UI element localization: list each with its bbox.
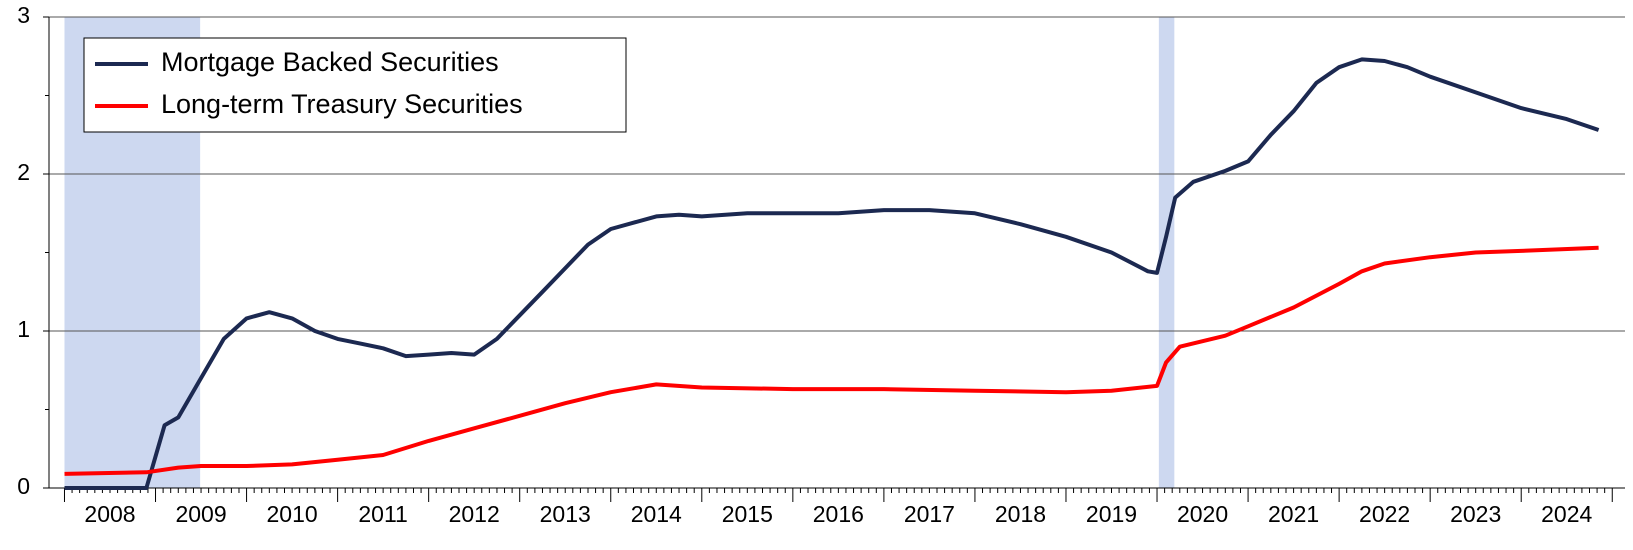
x-tick-label: 2010 (267, 501, 318, 527)
legend-box (83, 37, 627, 133)
x-tick-label: 2014 (631, 501, 682, 527)
x-tick-label: 2018 (995, 501, 1046, 527)
legend: Mortgage Backed Securities Long-term Trea… (83, 37, 627, 133)
x-tick-label: 2016 (813, 501, 864, 527)
x-tick-label: 2021 (1268, 501, 1319, 527)
x-tick-label: 2008 (84, 501, 135, 527)
x-tick-label: 2023 (1450, 501, 1501, 527)
y-tick-label: 0 (17, 473, 30, 499)
x-tick-label: 2019 (1086, 501, 1137, 527)
y-tick-label: 3 (17, 2, 30, 28)
series-line (64, 245, 1599, 476)
y-tick-label: 2 (17, 159, 30, 185)
x-tick-label: 2015 (722, 501, 773, 527)
series-line (64, 57, 1600, 490)
legend-label: Long-term Treasury Securities (161, 89, 523, 119)
x-tick-label: 2017 (904, 501, 955, 527)
x-tick-label: 2024 (1541, 501, 1592, 527)
x-tick-label: 2020 (1177, 501, 1228, 527)
x-tick-label: 2022 (1359, 501, 1410, 527)
x-tick-label: 2009 (175, 501, 226, 527)
x-tick-label: 2013 (540, 501, 591, 527)
y-tick-label: 1 (17, 316, 30, 342)
x-tick-label: 2012 (449, 501, 500, 527)
x-tick-label: 2011 (358, 501, 407, 527)
legend-label: Mortgage Backed Securities (161, 47, 499, 77)
